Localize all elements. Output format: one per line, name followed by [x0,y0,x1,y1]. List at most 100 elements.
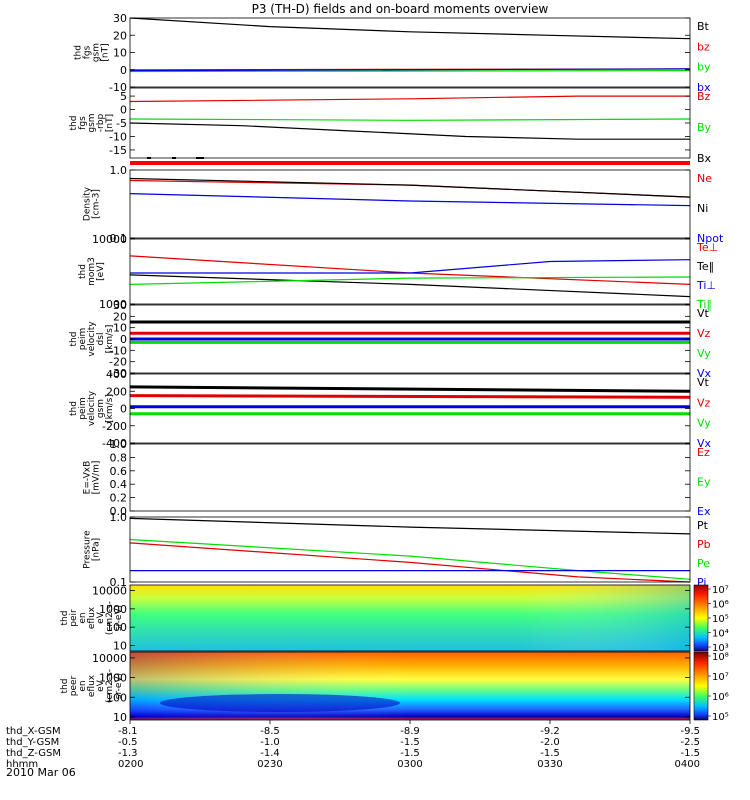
series-line-Te‖ [129,274,691,298]
y-axis-label: thd [69,116,79,131]
colorbar-tick-label: 10⁶ [712,692,729,703]
x-tick-label: 0230 [257,759,282,770]
y-tick-label: 1000 [99,298,127,311]
panel-frame [129,373,691,444]
legend-Vz: Vz [697,327,711,340]
y-axis-label: [mV/m] [92,461,102,495]
y-axis-label: mom3 [87,257,97,286]
x-tick-label: -1.4 [260,748,280,759]
y-tick-label: 0.4 [110,478,128,491]
y-tick-label: 10 [113,322,127,335]
y-tick-label: 30 [113,12,127,25]
y-tick-label: 0 [120,64,127,77]
panel-peim-velocity-gsm: Vt Vz Vy Vx 400 200 0 -200 -400 thd peim velocity gs… [69,368,712,450]
panel-fgs-gsm-rbp: Bz By Bx 50-5-10-15 thd fgs gsm -rbp [nT] [69,87,712,165]
y-tick-label: 0.1 [110,576,128,589]
legend-Pe: Pe [697,557,710,570]
y-axis-label: -rbp [96,114,106,133]
colorbar-peer-en-eflux [693,651,709,721]
colorbar-tick-label: 10⁵ [712,614,729,625]
series-line-Bt [129,17,691,40]
y-tick-label: 0.8 [110,451,128,464]
y-tick-label: 10 [113,639,127,652]
series-line-Vz [129,394,691,399]
y-tick-label: 10 [113,711,127,724]
flag-marker [172,157,176,159]
y-axis-label: thd [60,679,70,694]
flag-bar [130,161,690,165]
series-line-Pb [129,542,691,583]
y-axis-label: gsm [87,113,97,132]
panel-frame [129,169,691,239]
y-axis-label: E=-VxB [83,461,93,495]
flag-marker [196,157,200,159]
legend-Bt: Bt [697,20,710,33]
x-tick-label: -9.2 [540,726,560,737]
y-axis-label: eV [96,611,106,624]
x-axis-row-label: thd_Y-GSM [6,737,59,748]
x-tick-label: -1.5 [400,737,420,748]
legend-Bz: Bz [697,90,711,103]
legend-Npot: Npot [697,232,724,245]
legend-Ey: Ey [697,476,711,489]
legend-Bx: Bx [697,152,712,165]
flag-marker [200,157,204,159]
x-tick-label: -1.5 [540,748,560,759]
x-tick-label: -1.3 [118,748,138,759]
legend-Vx: Vx [697,367,712,380]
y-axis-label: velocity [87,390,97,426]
y-axis-label: [nT] [101,43,111,61]
legend-Ez: Ez [697,446,710,459]
x-axis-labels: thd_X-GSM -8.1 -8.5 -8.9 -9.2 -9.5 thd_Y-GSM -0… [6,720,700,770]
series-line-Ni [129,177,691,198]
legend-Ni: Ni [697,202,708,215]
y-tick-label: 1.0 [110,164,128,177]
y-tick-label: 200 [106,385,127,398]
series-line-by [129,69,691,73]
legend-Pt: Pt [697,519,709,532]
legend-By: By [697,121,712,134]
legend-Ti‖: Ti‖ [696,298,712,311]
y-axis-label: peir [69,609,79,627]
colorbar-tick-label: 10³ [712,643,729,654]
x-tick-label: 0300 [397,759,422,770]
series-line-Ti‖ [129,276,691,285]
y-tick-label: 400 [106,368,127,381]
x-tick-label: 0200 [118,759,143,770]
y-tick-label: -5 [116,117,127,130]
y-axis-label: eV [96,679,106,692]
y-axis-label: gsm [92,43,102,62]
y-axis-label: sr-eV) [114,673,124,699]
y-axis-label: peim [78,397,88,420]
y-axis-label: thd [69,332,79,347]
x-axis-row-label: thd_X-GSM [6,726,61,737]
y-tick-label: 20 [113,310,127,323]
series-line-By [129,118,691,121]
y-axis-label: [eV] [96,262,106,281]
y-tick-label: -30 [109,367,127,380]
x-tick-label: 0330 [537,759,562,770]
y-axis-label: sr-eV) [114,605,124,631]
y-tick-label: 0 [120,104,127,117]
legend-Vt: Vt [697,376,710,389]
y-tick-label: -10 [109,130,127,143]
x-tick-label: 0400 [675,759,700,770]
x-axis-row-label: thd_Z-GSM [6,748,61,759]
y-axis-label: Density [83,186,93,221]
legend-Vz: Vz [697,396,711,409]
panel-fgs-gsm: Bt bz by bx 30 20 10 0 -10 thd fgs gsm [nT] [74,12,711,94]
x-tick-label: -1.5 [680,748,700,759]
panel-frame [129,443,691,512]
y-tick-label: 20 [113,29,127,42]
y-axis-label: en [78,680,88,691]
y-tick-label: -15 [109,144,127,157]
legend-Ne: Ne [697,172,712,185]
x-tick-label: -2.5 [680,737,700,748]
legend-Vy: Vy [697,417,711,430]
series-line-bx [129,68,691,72]
y-tick-label: -200 [102,420,127,433]
y-tick-label: 10000 [92,652,127,665]
y-tick-label: 1000 [99,672,127,685]
